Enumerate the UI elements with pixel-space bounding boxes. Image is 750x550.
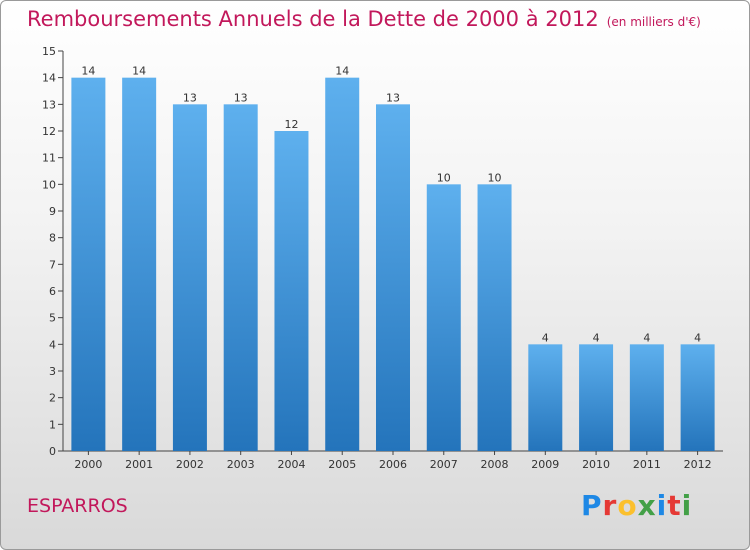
y-tick-label: 1 [49, 418, 56, 431]
y-tick-label: 6 [49, 285, 56, 298]
data-label: 12 [284, 118, 298, 131]
x-tick-label: 2008 [481, 458, 509, 471]
y-tick-label: 7 [49, 258, 56, 271]
logo-letter: t [667, 489, 682, 522]
x-tick-label: 2001 [125, 458, 153, 471]
chart-title: Remboursements Annuels de la Dette de 20… [27, 7, 701, 31]
y-tick-label: 5 [49, 312, 56, 325]
data-label: 4 [643, 331, 650, 344]
y-tick-label: 3 [49, 365, 56, 378]
bar [325, 77, 360, 452]
data-label: 13 [234, 91, 248, 104]
logo-letter: i [681, 489, 693, 522]
y-tick-label: 10 [42, 178, 56, 191]
y-tick-label: 4 [49, 338, 56, 351]
y-tick-label: 11 [42, 152, 56, 165]
x-tick-label: 2010 [582, 458, 610, 471]
y-tick-label: 13 [42, 98, 56, 111]
x-tick-label: 2011 [633, 458, 661, 471]
x-tick-label: 2009 [531, 458, 559, 471]
y-tick-label: 2 [49, 392, 56, 405]
data-label: 14 [81, 65, 95, 78]
bar [477, 184, 512, 452]
bar [172, 104, 207, 451]
data-label: 14 [132, 65, 146, 78]
bar [426, 184, 461, 452]
x-tick-label: 2004 [277, 458, 305, 471]
logo-letter: r [602, 489, 618, 522]
data-labels: 14 14 13 13 12 14 13 10 10 4 4 4 4 [81, 65, 701, 345]
bars [71, 77, 715, 452]
y-tick-label: 15 [42, 45, 56, 58]
data-label: 13 [183, 91, 197, 104]
bar [376, 104, 410, 451]
x-tick-label: 2000 [74, 458, 102, 471]
data-label: 10 [437, 171, 451, 184]
y-tick-label: 9 [49, 205, 56, 218]
x-tick-label: 2002 [176, 458, 204, 471]
logo-letter: x [637, 489, 657, 522]
data-label: 4 [694, 331, 701, 344]
bar [71, 77, 106, 452]
bar [528, 344, 563, 451]
data-label: 10 [488, 171, 502, 184]
logo-letter: P [581, 489, 603, 522]
y-tick-label: 12 [42, 125, 56, 138]
bar [274, 131, 309, 451]
data-label: 4 [593, 331, 600, 344]
bar [629, 344, 664, 451]
y-tick-label: 8 [49, 232, 56, 245]
bar [579, 344, 614, 451]
y-tick-label: 0 [49, 445, 56, 458]
logo-letter: o [617, 489, 638, 522]
x-tick-label: 2005 [328, 458, 356, 471]
commune-name: ESPARROS [27, 495, 128, 517]
unit-label: (en milliers d'€) [606, 15, 701, 29]
bar [680, 344, 715, 451]
proxiti-logo: Proxiti [581, 489, 692, 522]
data-label: 13 [386, 91, 400, 104]
bar [122, 77, 157, 452]
bar [223, 104, 258, 451]
data-label: 14 [335, 65, 349, 78]
y-tick-label: 14 [42, 72, 56, 85]
logo-letter: i [656, 489, 668, 522]
x-tick-label: 2012 [684, 458, 712, 471]
data-label: 4 [542, 331, 549, 344]
x-tick-label: 2007 [430, 458, 458, 471]
x-tick-label: 2006 [379, 458, 407, 471]
x-tick-label: 2003 [227, 458, 255, 471]
title-text: Remboursements Annuels de la Dette de 20… [27, 7, 599, 31]
